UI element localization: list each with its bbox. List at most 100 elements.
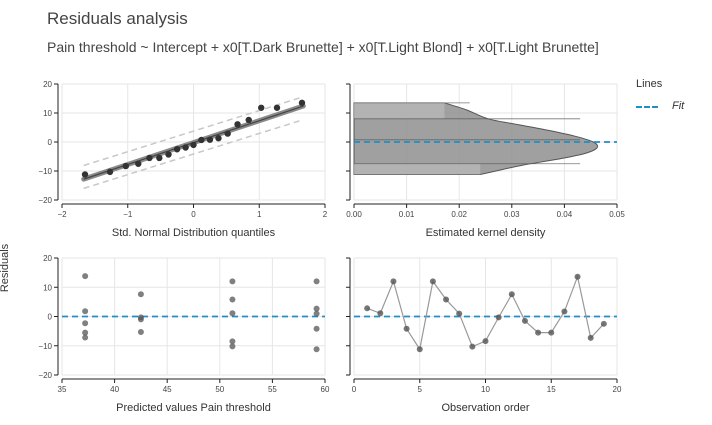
x-tick-label: 40 [110,385,119,394]
order-point [548,329,555,336]
legend-entry-fit: Fit [636,100,710,114]
x-axis-label: Estimated kernel density [426,227,546,239]
fitted-point [229,278,236,285]
x-tick-label: 45 [163,385,172,394]
y-tick-label: 0 [48,313,53,322]
fitted-point [82,320,89,327]
order-point [482,338,489,345]
qq-point [156,154,163,162]
qq-point [135,160,142,167]
chart-title: Residuals analysis [47,9,188,28]
x-tick-label: 0 [191,210,196,219]
x-tick-label: 0.01 [399,210,415,219]
legend: Lines Fit [636,78,710,112]
x-tick-label: 0.02 [451,210,467,219]
panel-fitted: 35 40 45 50 55 60 −20 −10 0 10 20 Predicted values … [38,254,330,414]
x-tick-label: −2 [57,210,67,219]
order-point [587,334,594,341]
x-tick-label: −1 [123,210,133,219]
order-point [600,320,607,327]
fitted-point [137,291,144,298]
qq-point [182,144,189,151]
y-tick-label: 20 [43,254,52,263]
x-tick-label: 0.05 [609,210,625,219]
fitted-point [229,310,236,317]
fitted-point [82,273,89,280]
kde-upper-tail [354,102,445,119]
confidence-band-lower [83,118,304,190]
kde-lower-tail [354,163,481,175]
legend-fit-label: Fit [672,100,685,112]
order-point [561,308,568,315]
order-point [574,273,581,280]
order-point [456,310,463,317]
fitted-point [82,329,89,336]
x-tick-label: 50 [215,385,224,394]
qq-point [106,168,114,176]
order-point [429,278,436,285]
qq-point [258,104,265,111]
order-point [364,305,371,312]
x-tick-label: 1 [257,210,262,219]
order-point [416,346,423,353]
qq-point [173,146,181,153]
qq-point [234,121,241,128]
qq-point [224,130,231,137]
x-tick-label: 2 [323,210,328,219]
fitted-point [313,305,320,312]
order-point [390,278,397,285]
fitted-point [313,346,320,353]
order-point [521,317,528,324]
y-tick-label: −20 [38,371,52,380]
x-tick-label: 35 [58,385,67,394]
x-axis-label: Observation order [441,402,529,414]
qq-point [206,136,214,143]
x-tick-label: 10 [481,385,490,394]
y-tick-label: −20 [38,196,52,205]
x-tick-label: 0.00 [346,210,362,219]
panel-kde: 0.00 0.01 0.02 0.03 0.04 0.05 Estimated kernel… [346,83,625,239]
order-point [469,343,476,350]
qq-point [81,171,89,178]
x-tick-label: 5 [418,385,423,394]
x-axis-label: Predicted values Pain threshold [116,402,271,414]
qq-point [298,99,306,107]
order-point [535,329,542,336]
qq-point [198,136,205,144]
x-tick-label: 0 [352,385,357,394]
qq-point [245,116,252,124]
qq-point [146,154,153,162]
fitted-point [313,278,320,285]
qq-point [165,151,172,158]
qq-point [122,162,129,170]
fitted-point [313,310,320,317]
order-point [377,310,384,317]
fitted-point [313,325,320,332]
fitted-point [137,329,144,336]
order-point [403,325,410,332]
fitted-point [82,334,89,341]
order-point [443,296,450,303]
qq-point [273,104,281,111]
x-tick-label: 0.04 [557,210,573,219]
y-tick-label: 0 [48,138,53,147]
y-tick-label: 10 [43,283,52,292]
confidence-band-upper [83,96,304,167]
x-tick-label: 20 [613,385,622,394]
fitted-point [229,296,236,303]
qq-point [190,141,197,149]
y-tick-label: −10 [38,342,52,351]
chart-subtitle: Pain threshold ~ Intercept + x0[T.Dark B… [47,39,599,55]
fitted-point [229,338,236,345]
x-tick-label: 0.03 [504,210,520,219]
fitted-point [229,343,236,350]
legend-fit-swatch [636,106,658,108]
order-point [508,291,515,298]
x-axis-label: Std. Normal Distribution quantiles [112,227,276,239]
qq-point [215,135,222,142]
fitted-point [82,308,89,315]
x-tick-label: 55 [268,385,277,394]
y-tick-label: 10 [43,109,52,118]
